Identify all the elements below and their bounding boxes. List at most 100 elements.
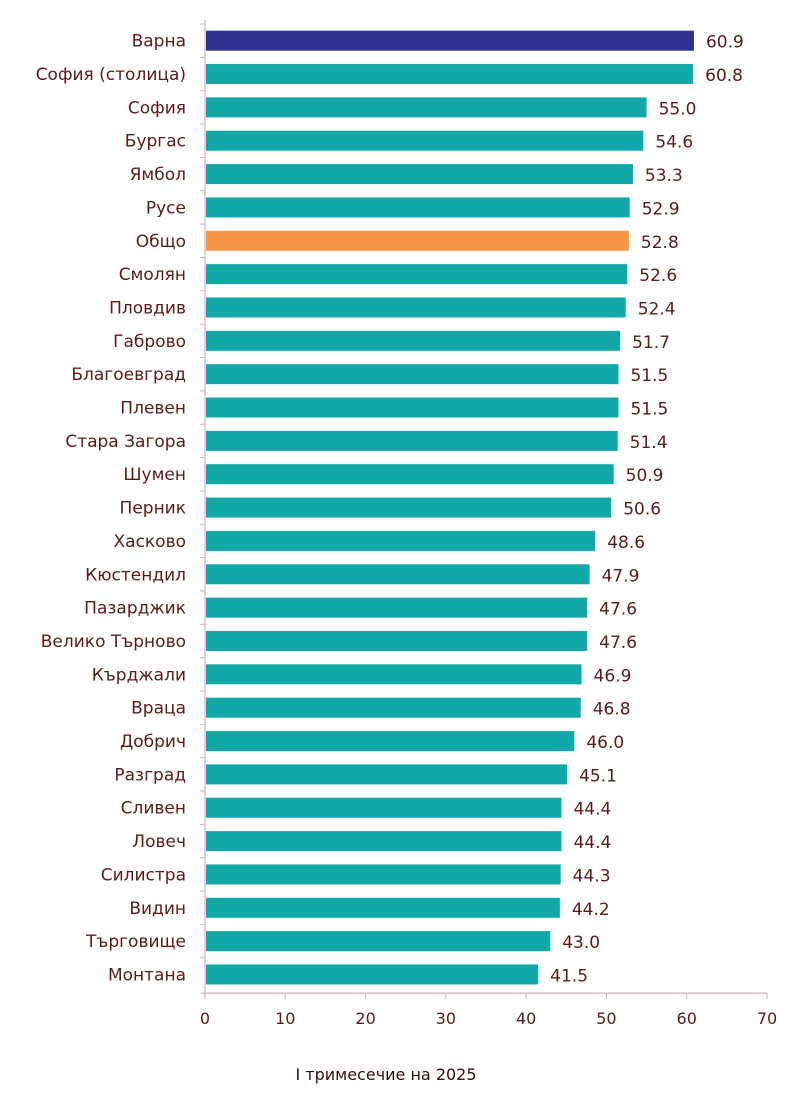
category-label: Велико Търново (41, 632, 186, 652)
bar (206, 831, 562, 852)
bar (206, 164, 633, 185)
bar (206, 430, 618, 451)
category-label: Хасково (114, 532, 187, 552)
value-label: 60.8 (705, 66, 743, 86)
x-axis-label: I тримесечие на 2025 (295, 1065, 476, 1084)
bar (206, 964, 539, 985)
value-label: 46.0 (586, 733, 624, 753)
value-label: 41.5 (550, 966, 588, 986)
value-label: 52.6 (639, 266, 677, 286)
bar (206, 264, 628, 285)
category-label: Пловдив (109, 298, 186, 318)
value-label: 46.9 (594, 666, 632, 686)
value-label: 43.0 (562, 933, 600, 953)
x-tick-label: 0 (200, 1009, 210, 1028)
value-label: 51.4 (630, 433, 668, 453)
category-label: Кърджали (92, 665, 186, 685)
category-label: Търговище (85, 932, 186, 952)
value-label: 47.6 (599, 633, 637, 653)
bar (206, 464, 614, 485)
bar (206, 230, 629, 251)
category-label: Видин (129, 899, 186, 919)
bar (206, 630, 588, 651)
value-label: 44.4 (573, 800, 611, 820)
category-label: Плевен (120, 399, 186, 419)
value-label: 51.7 (632, 333, 670, 353)
x-tick-label: 40 (516, 1009, 536, 1028)
category-label: София (128, 98, 186, 118)
bar (206, 731, 575, 752)
bar (206, 597, 588, 618)
bar (206, 897, 560, 918)
value-label: 53.3 (645, 166, 683, 186)
value-label: 55.0 (659, 99, 697, 119)
category-label: Пазарджик (84, 599, 186, 619)
category-label: Кюстендил (85, 565, 186, 585)
category-labels: Варна София (столица) София Бургас Ямбол Русе… (36, 32, 186, 986)
bar (206, 297, 626, 318)
value-label: 44.4 (573, 833, 611, 853)
value-label: 52.9 (642, 199, 680, 219)
value-label: 50.9 (626, 466, 664, 486)
value-label: 60.9 (706, 33, 744, 53)
bar (206, 931, 551, 952)
bar (206, 397, 619, 418)
value-label: 48.6 (607, 533, 645, 553)
value-label: 45.1 (579, 766, 617, 786)
category-label: Смолян (119, 265, 186, 285)
bar (206, 97, 647, 118)
bar (206, 530, 596, 551)
bar (206, 130, 644, 151)
x-tick-label: 30 (436, 1009, 456, 1028)
category-label: Ловеч (132, 832, 186, 852)
value-label: 52.8 (641, 233, 679, 253)
category-label: Сливен (121, 799, 186, 819)
category-label: Варна (132, 32, 186, 52)
x-tick-label: 20 (355, 1009, 375, 1028)
bar (206, 797, 562, 818)
axes: 0 10 20 30 40 50 60 70 (200, 20, 777, 1028)
category-label: Русе (146, 198, 186, 218)
category-label: Ямбол (130, 165, 186, 185)
bar (206, 197, 630, 218)
category-label: Общо (136, 232, 186, 252)
bar (206, 664, 582, 685)
value-label: 51.5 (630, 400, 668, 420)
category-label: Благоевград (71, 365, 186, 385)
category-label: Стара Загора (65, 432, 186, 452)
value-label: 46.8 (593, 700, 631, 720)
value-labels: 60.9 60.8 55.0 54.6 53.3 52.9 52.8 52.6 52.4 51.7… (550, 33, 744, 987)
x-tick-label: 60 (677, 1009, 697, 1028)
category-label: Монтана (108, 965, 186, 985)
category-label: Добрич (120, 732, 186, 752)
category-label: Бургас (125, 132, 186, 152)
category-label: Габрово (113, 332, 186, 352)
bar (206, 30, 694, 51)
bar (206, 330, 621, 351)
bar (206, 764, 568, 785)
value-label: 44.2 (572, 900, 610, 920)
bar (206, 697, 581, 718)
value-label: 47.6 (599, 600, 637, 620)
category-label: Силистра (101, 865, 186, 885)
category-label: Враца (131, 699, 186, 719)
x-tick-label: 50 (596, 1009, 616, 1028)
bar (206, 64, 694, 85)
value-label: 52.4 (638, 299, 676, 319)
category-label: София (столица) (36, 65, 186, 85)
x-tick-label: 70 (757, 1009, 777, 1028)
value-label: 54.6 (655, 133, 693, 153)
x-tick-label: 10 (275, 1009, 295, 1028)
bar (206, 364, 619, 385)
category-label: Перник (120, 499, 186, 519)
value-label: 44.3 (573, 866, 611, 886)
bars-group (206, 30, 694, 985)
category-label: Шумен (123, 465, 186, 485)
value-label: 51.5 (630, 366, 668, 386)
value-label: 50.6 (623, 500, 661, 520)
bar (206, 497, 612, 518)
category-label: Разград (114, 765, 186, 785)
bar (206, 564, 590, 585)
value-label: 47.9 (602, 566, 640, 586)
